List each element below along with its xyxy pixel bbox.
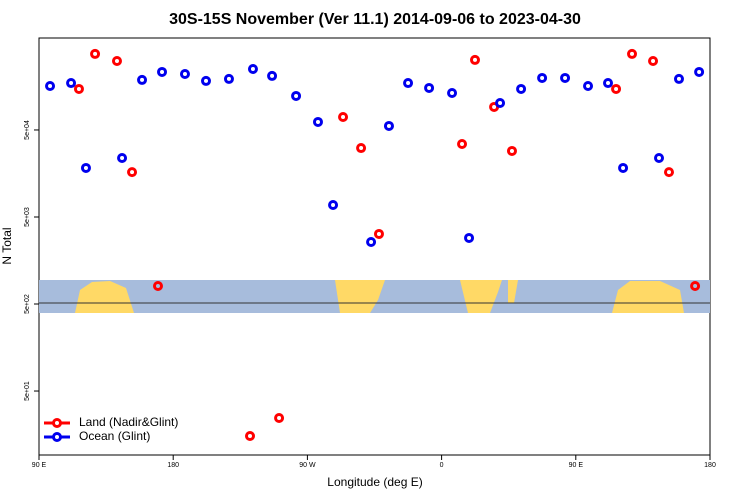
data-point	[618, 162, 629, 173]
data-point	[694, 66, 705, 77]
y-tick-label: 5e+04	[24, 120, 31, 140]
data-point	[152, 281, 163, 292]
data-point	[516, 83, 527, 94]
legend-label: Land (Nadir&Glint)	[79, 415, 178, 429]
data-point	[611, 83, 622, 94]
data-point	[291, 90, 302, 101]
x-tick-label: 180	[704, 462, 716, 469]
data-point	[424, 82, 435, 93]
data-point	[663, 167, 674, 178]
legend-label: Ocean (Glint)	[79, 429, 150, 443]
data-point	[366, 236, 377, 247]
data-point	[267, 70, 278, 81]
data-point	[373, 228, 384, 239]
y-tick-label: 5e+01	[24, 381, 31, 401]
data-point	[179, 68, 190, 79]
data-point	[274, 412, 285, 423]
x-tick-label: 180	[167, 462, 179, 469]
data-point	[127, 167, 138, 178]
data-point	[45, 81, 56, 92]
data-point	[157, 66, 168, 77]
data-point	[312, 116, 323, 127]
data-point	[137, 74, 148, 85]
x-tick-label: 0	[440, 462, 444, 469]
data-point	[338, 111, 349, 122]
data-point	[66, 78, 77, 89]
data-point	[603, 78, 614, 89]
x-tick-label: 90 E	[32, 462, 47, 469]
data-point	[403, 78, 414, 89]
plot-frame	[38, 37, 711, 456]
data-point	[247, 63, 258, 74]
data-point	[356, 143, 367, 154]
data-point	[648, 56, 659, 67]
data-point	[495, 98, 506, 109]
data-point	[654, 153, 665, 164]
data-point	[457, 138, 468, 149]
data-point	[90, 48, 101, 59]
data-point	[560, 72, 571, 83]
chart-title: 30S-15S November (Ver 11.1) 2014-09-06 t…	[169, 11, 581, 28]
x-axis-label: Longitude (deg E)	[327, 475, 422, 489]
x-tick-label: 90 W	[299, 462, 316, 469]
data-point	[673, 73, 684, 84]
data-point	[447, 87, 458, 98]
data-point	[627, 48, 638, 59]
y-tick-label: 5e+02	[24, 294, 31, 314]
data-point	[244, 431, 255, 442]
data-point	[383, 120, 394, 131]
data-point	[80, 162, 91, 173]
data-point	[690, 281, 701, 292]
x-tick-label: 90 E	[569, 462, 584, 469]
data-point	[73, 83, 84, 94]
data-point	[117, 153, 128, 164]
legend-marker	[52, 418, 62, 428]
data-point	[223, 73, 234, 84]
y-axis-label: N Total	[0, 227, 14, 264]
y-tick-label: 5e+03	[24, 207, 31, 227]
data-point	[583, 81, 594, 92]
data-point	[201, 75, 212, 86]
map-band	[39, 280, 710, 313]
data-point	[470, 54, 481, 65]
data-point	[464, 232, 475, 243]
data-point	[328, 199, 339, 210]
data-point	[537, 72, 548, 83]
legend-marker	[52, 432, 62, 442]
data-point	[506, 145, 517, 156]
data-point	[111, 56, 122, 67]
